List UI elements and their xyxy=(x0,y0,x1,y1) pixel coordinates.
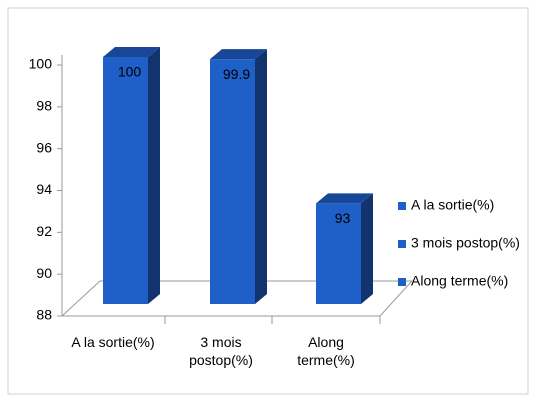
bar xyxy=(103,47,160,304)
y-tick-label: 100 xyxy=(29,56,53,72)
bar-side xyxy=(148,47,160,304)
y-tick-label: 94 xyxy=(36,181,52,197)
y-tick-label: 96 xyxy=(36,139,52,155)
x-tick-label: A la sortie(%) xyxy=(71,334,155,350)
bar-top xyxy=(210,49,267,60)
bar-side xyxy=(361,193,373,304)
y-tick-label: 98 xyxy=(36,98,52,114)
y-tick-label: 90 xyxy=(36,265,52,281)
bar-side xyxy=(255,49,267,304)
bar-top xyxy=(103,47,160,57)
bar xyxy=(316,193,373,304)
legend-swatch xyxy=(398,240,406,248)
bar-front xyxy=(210,59,255,304)
legend-label: A la sortie(%) xyxy=(411,197,494,213)
legend-swatch xyxy=(398,278,406,286)
bar-top xyxy=(316,193,373,204)
data-label: 100 xyxy=(118,64,142,80)
bar-front xyxy=(316,203,361,304)
x-tick-label: Along terme(%) xyxy=(297,334,355,368)
legend-label: 3 mois postop(%) xyxy=(411,235,520,251)
bar-front xyxy=(103,57,148,304)
data-label: 93 xyxy=(335,210,351,226)
y-tick-label: 92 xyxy=(36,223,52,239)
legend-label: Along terme(%) xyxy=(411,273,508,289)
chart-border xyxy=(7,7,529,395)
x-tick-label: 3 mois postop(%) xyxy=(189,334,253,368)
y-tick-label: 88 xyxy=(36,307,52,323)
data-label: 99.9 xyxy=(223,66,250,82)
legend-swatch xyxy=(398,202,406,210)
bar xyxy=(210,49,267,304)
